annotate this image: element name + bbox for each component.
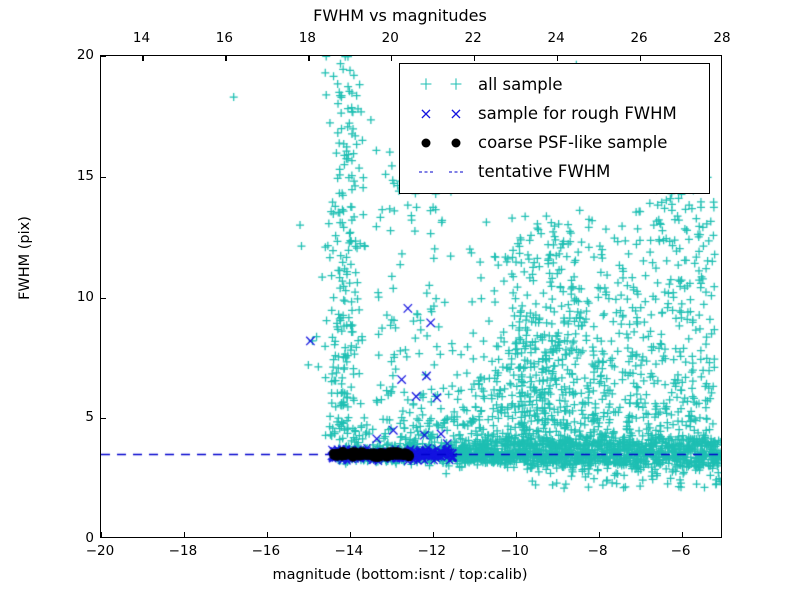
legend-marker-plus: ＋＋: [408, 74, 474, 96]
x-tick-top: [391, 56, 393, 61]
x-tick-bottom: [101, 532, 103, 537]
legend-glyph: [451, 138, 461, 147]
x-tick-label-top: 22: [464, 30, 482, 46]
x-tick-bottom: [266, 532, 269, 537]
x-tick-label-top: 26: [630, 30, 648, 46]
x-tick-label-bottom: −16: [251, 543, 281, 559]
y-tick: [101, 176, 106, 178]
x-tick-bottom: [515, 532, 517, 537]
legend-item[interactable]: × × sample for rough FWHM: [408, 99, 701, 128]
legend-item-label: all sample: [478, 75, 563, 94]
y-tick: [101, 56, 106, 58]
y-tick-label: 5: [85, 409, 94, 426]
x-tick-label-bottom: −14: [334, 543, 364, 559]
legend-marker-x: × ×: [408, 103, 474, 125]
x-tick-label-bottom: −6: [670, 543, 691, 559]
x-tick-label-bottom: −12: [417, 543, 446, 559]
chart-title: FWHM vs magnitudes: [313, 6, 487, 25]
x-tick-bottom: [681, 532, 683, 537]
x-tick-label-top: 20: [381, 30, 399, 46]
y-tick-label: 15: [76, 167, 94, 184]
y-axis-label: FWHM (pix): [17, 216, 33, 300]
legend-item-label: coarse PSF-like sample: [478, 133, 668, 152]
x-tick-top: [640, 56, 642, 61]
legend-item[interactable]: ＋＋ all sample: [408, 70, 701, 99]
x-tick-label-top: 16: [215, 30, 233, 46]
legend: ＋＋ all sample × × sample for rough FWHM coars…: [399, 63, 710, 194]
x-tick-label-bottom: −8: [587, 543, 608, 559]
legend-item-label: tentative FWHM: [478, 162, 611, 181]
y-tick-label: 20: [76, 47, 94, 63]
x-tick-top: [557, 56, 559, 61]
legend-glyph: ＋: [418, 75, 434, 93]
x-tick-top: [225, 56, 227, 61]
x-tick-label-top: 14: [132, 30, 151, 46]
legend-glyph: ×: [419, 103, 433, 123]
legend-marker-dashed: [408, 161, 474, 183]
legend-glyph: ＋: [448, 75, 464, 93]
x-tick-top: [474, 56, 476, 61]
legend-glyph: [421, 138, 431, 147]
x-tick-label-top: 18: [298, 30, 316, 46]
x-tick-bottom: [598, 532, 600, 537]
x-tick-label-top: 28: [713, 30, 731, 46]
x-tick-top: [142, 56, 144, 61]
x-tick-bottom: [349, 532, 351, 537]
x-tick-label-bottom: −18: [168, 543, 198, 559]
legend-glyph: [449, 171, 463, 172]
x-tick-bottom: [183, 532, 186, 537]
legend-item[interactable]: tentative FWHM: [408, 157, 701, 186]
y-tick: [101, 297, 106, 299]
x-tick-top: [308, 56, 310, 61]
x-axis-label: magnitude (bottom:isnt / top:calib): [272, 567, 528, 583]
legend-glyph: ×: [449, 103, 463, 123]
legend-item[interactable]: coarse PSF-like sample: [408, 128, 701, 157]
legend-marker-o: [408, 132, 474, 154]
x-tick-label-bottom: −10: [500, 543, 529, 559]
x-tick-label-top: 24: [547, 30, 565, 46]
legend-item-label: sample for rough FWHM: [478, 104, 677, 123]
y-tick: [101, 418, 106, 420]
legend-glyph: [419, 171, 433, 172]
x-tick-bottom: [432, 532, 434, 537]
y-tick-label: 0: [85, 530, 94, 546]
x-tick-label-bottom: −20: [85, 543, 115, 559]
y-tick-label: 10: [76, 288, 94, 305]
